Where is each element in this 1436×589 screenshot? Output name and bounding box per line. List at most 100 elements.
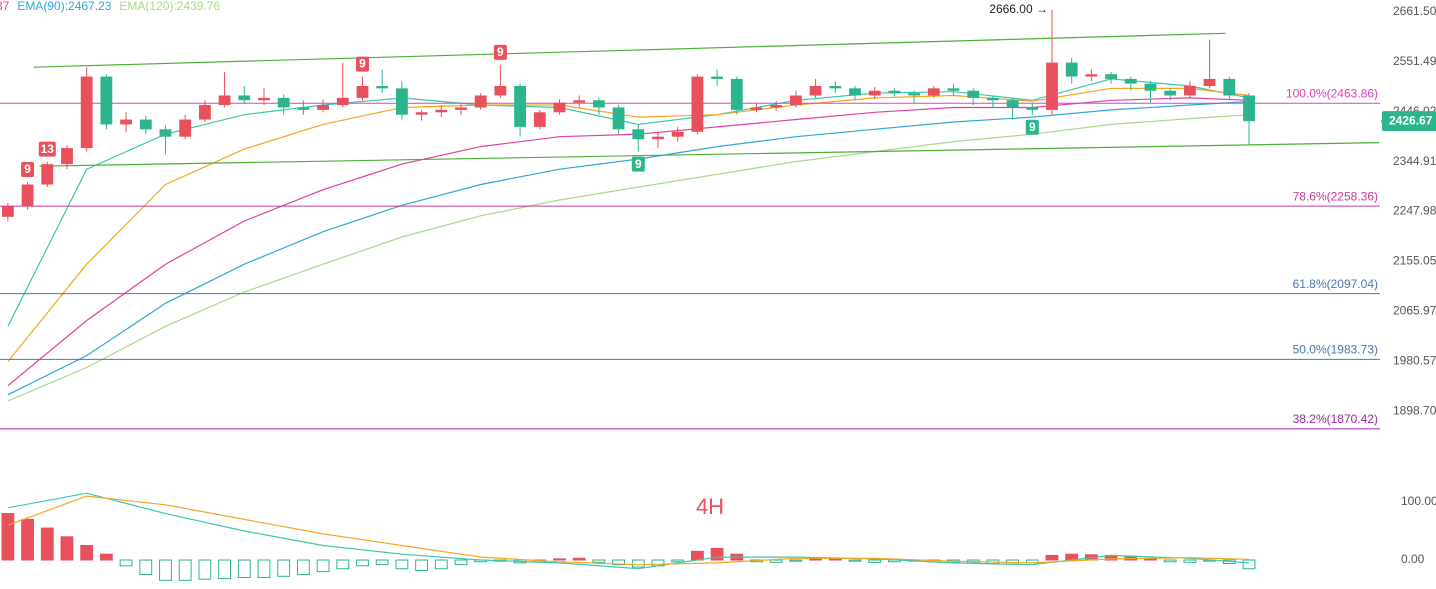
- candle-body: [494, 85, 507, 96]
- candle-body: [849, 88, 861, 96]
- candle-body: [100, 76, 113, 125]
- sequence-marker: [355, 56, 369, 72]
- candle-body: [435, 109, 448, 113]
- macd-bar: [572, 557, 586, 561]
- macd-bar: [631, 559, 645, 568]
- candle-body: [139, 119, 152, 130]
- y-tick-label: 0.00: [1401, 552, 1425, 566]
- fib-label: 50.0%(1983.73): [1293, 342, 1378, 356]
- candle-body: [395, 88, 408, 115]
- ema-line: [7, 97, 1250, 387]
- y-tick-label: 1898.70: [1393, 403, 1436, 417]
- candle-body: [1164, 90, 1177, 96]
- candle-body: [1, 206, 14, 217]
- macd-bar: [237, 559, 251, 578]
- candle-body: [474, 95, 487, 108]
- sequence-marker-label: 13: [41, 142, 55, 156]
- sequence-marker-label: 9: [1029, 120, 1036, 134]
- candle-body: [592, 100, 605, 108]
- candle-body: [1085, 74, 1098, 77]
- ema-line: [7, 87, 1250, 362]
- macd-bar: [375, 559, 389, 566]
- candle-body: [1065, 62, 1078, 77]
- candle-body: [927, 88, 940, 96]
- candle-body: [1124, 78, 1137, 84]
- candle-body: [179, 119, 192, 137]
- macd-bar: [178, 559, 192, 581]
- macd-bar: [868, 559, 882, 563]
- macd-bar: [553, 558, 566, 561]
- macd-bar: [809, 558, 822, 561]
- macd-line: [7, 495, 1250, 566]
- sequence-marker: [38, 141, 56, 157]
- candle-body: [908, 93, 920, 96]
- macd-bar: [454, 559, 468, 566]
- candle-body: [336, 97, 349, 106]
- fib-label: 38.2%(1870.42): [1293, 412, 1378, 426]
- macd-bar: [277, 559, 291, 577]
- y-tick-label: 2065.97: [1393, 303, 1436, 317]
- candle-body: [1105, 74, 1118, 79]
- macd-bar: [612, 559, 625, 566]
- macd-bar: [592, 559, 606, 563]
- candle-body: [967, 90, 980, 98]
- candle-body: [415, 112, 428, 115]
- macd-bar: [671, 559, 685, 563]
- y-tick-label: 100.00: [1401, 494, 1436, 508]
- candle-body: [1026, 107, 1039, 110]
- sequence-marker-label: 9: [635, 157, 642, 171]
- macd-bar: [395, 559, 409, 570]
- candle-body: [1223, 78, 1236, 96]
- macd-bar: [40, 527, 54, 561]
- macd-bar: [769, 559, 783, 563]
- macd-bar: [690, 550, 704, 561]
- macd-bar: [1, 513, 15, 561]
- candle-body: [691, 76, 704, 132]
- candle-body: [277, 97, 290, 108]
- candle-body: [868, 90, 881, 96]
- candle-body: [317, 105, 329, 110]
- trend-line: [39, 142, 1380, 167]
- candle-body: [80, 76, 93, 149]
- candle-body: [553, 102, 566, 113]
- candle-body: [829, 85, 842, 89]
- candle-body: [770, 105, 783, 108]
- candle-body: [376, 85, 389, 89]
- candle-body: [730, 78, 743, 110]
- macd-bar: [1242, 559, 1256, 570]
- macd-bar: [60, 536, 74, 561]
- ema-line: [7, 78, 1250, 327]
- candle-body: [1243, 95, 1255, 122]
- macd-bar: [1163, 559, 1177, 563]
- macd-bar: [848, 559, 862, 562]
- candle-body: [809, 85, 822, 96]
- price-tag-label: 2426.67: [1389, 113, 1433, 127]
- candle-body: [671, 131, 684, 137]
- macd-bar: [99, 553, 113, 561]
- macd-bar: [316, 559, 330, 573]
- macd-bar: [710, 547, 724, 561]
- macd-bar: [1045, 554, 1059, 561]
- legend-entry: EMA(90):2467.23: [17, 0, 111, 13]
- candle-body: [61, 148, 73, 165]
- fib-label: 61.8%(2097.04): [1293, 277, 1378, 291]
- candle-body: [21, 184, 34, 207]
- candle-body: [514, 85, 526, 127]
- y-tick-label: 2247.98: [1393, 204, 1436, 218]
- candle-body: [1203, 78, 1216, 86]
- high-annotation: 2666.00 →: [989, 2, 1048, 16]
- candle-body: [455, 107, 467, 110]
- candle-body: [789, 95, 802, 106]
- candle-body: [41, 164, 54, 185]
- macd-bar: [218, 559, 231, 580]
- candle-body: [198, 105, 211, 120]
- macd-bar: [257, 559, 271, 578]
- candle-body: [356, 85, 369, 98]
- macd-bar: [119, 559, 133, 567]
- sequence-marker: [21, 161, 35, 177]
- macd-bar: [336, 559, 350, 570]
- candle-body: [1183, 85, 1196, 96]
- candle-body: [1006, 100, 1019, 108]
